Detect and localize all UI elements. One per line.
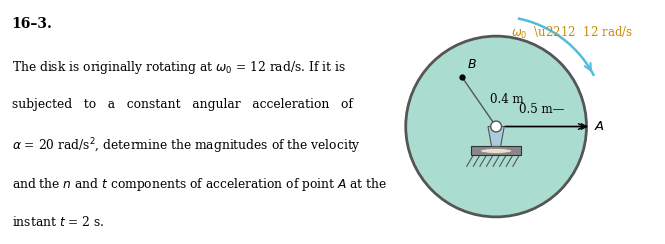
Bar (471, 146, 521, 155)
Text: 0.5 m—: 0.5 m— (519, 103, 564, 116)
Text: $\omega_0$  \u2212  12 rad/s: $\omega_0$ \u2212 12 rad/s (511, 25, 633, 41)
Text: $B$: $B$ (467, 58, 477, 71)
Text: $A$: $A$ (594, 120, 604, 133)
Text: $\alpha$ = 20 rad/s$^2$, determine the magnitudes of the velocity: $\alpha$ = 20 rad/s$^2$, determine the m… (11, 137, 360, 156)
Text: The disk is originally rotating at $\omega_0$ = 12 rad/s. If it is: The disk is originally rotating at $\ome… (11, 59, 345, 76)
Polygon shape (488, 127, 504, 146)
Circle shape (491, 121, 501, 132)
Text: 16–3.: 16–3. (11, 17, 53, 31)
Text: subjected   to   a   constant   angular   acceleration   of: subjected to a constant angular accelera… (11, 98, 352, 111)
Text: 0.4 m: 0.4 m (490, 93, 523, 106)
Ellipse shape (480, 148, 512, 153)
Circle shape (406, 36, 587, 217)
Text: and the $n$ and $t$ components of acceleration of point $A$ at the: and the $n$ and $t$ components of accele… (11, 176, 387, 193)
Text: instant $t$ = 2 s.: instant $t$ = 2 s. (11, 215, 104, 229)
